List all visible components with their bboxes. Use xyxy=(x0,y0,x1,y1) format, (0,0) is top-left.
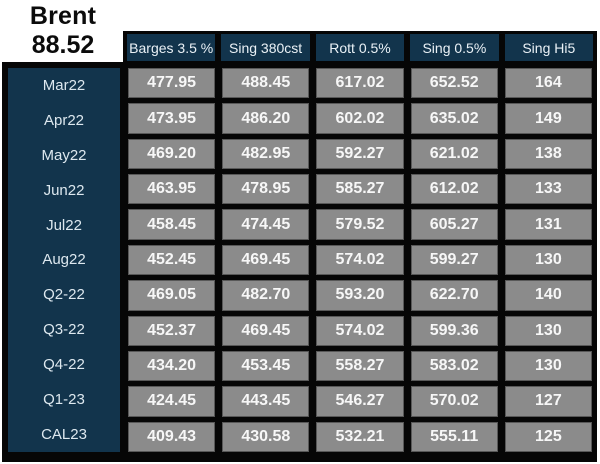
price-cell: 430.58 xyxy=(222,421,310,452)
column-header: Sing 0.5% xyxy=(410,34,499,61)
price-cell: 133 xyxy=(504,174,592,205)
data-grid: 477.95 488.45 617.02 652.52 164 473.95 486.20 6… xyxy=(128,68,592,452)
price-cell: 652.52 xyxy=(410,68,498,99)
price-table-body: Mar22 Apr22 May22 Jun22 Jul22 Aug22 Q2-22 Q3-22… xyxy=(2,62,597,462)
price-cell: 579.52 xyxy=(316,209,404,240)
price-cell: 469.45 xyxy=(222,244,310,276)
price-cell: 131 xyxy=(504,209,592,240)
price-cell: 622.70 xyxy=(410,280,498,311)
brent-title: Brent xyxy=(29,2,97,30)
price-cell: 558.27 xyxy=(316,350,404,382)
price-cell: 149 xyxy=(504,103,592,134)
price-cell: 452.45 xyxy=(128,244,216,276)
price-cell: 635.02 xyxy=(410,103,498,134)
price-cell: 617.02 xyxy=(316,68,404,99)
row-label: Q3-22 xyxy=(43,321,85,339)
price-cell: 482.70 xyxy=(222,280,310,311)
price-cell: 424.45 xyxy=(128,386,216,417)
price-cell: 488.45 xyxy=(222,68,310,99)
price-cell: 605.27 xyxy=(410,209,498,240)
price-cell: 453.45 xyxy=(222,350,310,382)
price-cell: 478.95 xyxy=(222,174,310,205)
price-cell: 140 xyxy=(504,280,592,311)
column-header: Sing 380cst xyxy=(221,34,310,61)
price-cell: 555.11 xyxy=(410,421,498,452)
row-label: May22 xyxy=(41,146,87,164)
price-cell: 469.05 xyxy=(128,280,216,311)
row-label: Q1-23 xyxy=(43,391,85,409)
price-cell: 452.37 xyxy=(128,315,216,346)
price-cell: 486.20 xyxy=(222,103,310,134)
price-cell: 583.02 xyxy=(410,350,498,382)
price-cell: 125 xyxy=(504,421,592,452)
row-label: Q2-22 xyxy=(43,286,85,304)
price-cell: 409.43 xyxy=(128,421,216,452)
price-cell: 127 xyxy=(504,386,592,417)
row-label: Q4-22 xyxy=(43,356,85,374)
brent-price: 88.52 xyxy=(31,31,95,59)
price-cell: 612.02 xyxy=(410,174,498,205)
price-cell: 469.20 xyxy=(128,138,216,170)
price-cell: 482.95 xyxy=(222,138,310,170)
column-header: Barges 3.5 % xyxy=(127,34,216,61)
price-cell: 130 xyxy=(504,244,592,276)
price-cell: 138 xyxy=(504,138,592,170)
price-cell: 599.27 xyxy=(410,244,498,276)
row-label: Aug22 xyxy=(42,251,86,269)
price-cell: 164 xyxy=(504,68,592,99)
price-cell: 469.45 xyxy=(222,315,310,346)
price-cell: 443.45 xyxy=(222,386,310,417)
column-header: Rott 0.5% xyxy=(315,34,405,61)
row-label: Apr22 xyxy=(43,111,85,129)
price-cell: 434.20 xyxy=(128,350,216,382)
price-cell: 463.95 xyxy=(128,174,216,205)
price-cell: 585.27 xyxy=(316,174,404,205)
price-cell: 130 xyxy=(504,350,592,382)
column-header: Sing Hi5 xyxy=(504,34,593,61)
price-cell: 592.27 xyxy=(316,138,404,170)
column-header-row: Barges 3.5 % Sing 380cst Rott 0.5% Sing 0.5… xyxy=(123,31,597,64)
row-label: Jul22 xyxy=(46,216,82,234)
price-cell: 458.45 xyxy=(128,209,216,240)
price-cell: 602.02 xyxy=(316,103,404,134)
row-label: CAL23 xyxy=(41,426,87,444)
row-label-column: Mar22 Apr22 May22 Jun22 Jul22 Aug22 Q2-22 Q3-22… xyxy=(8,68,120,452)
price-cell: 477.95 xyxy=(128,68,216,99)
price-cell: 473.95 xyxy=(128,103,216,134)
brent-quote-block: Brent 88.52 xyxy=(0,0,126,62)
row-label: Mar22 xyxy=(42,76,86,94)
price-cell: 593.20 xyxy=(316,280,404,311)
price-cell: 599.36 xyxy=(410,315,498,346)
row-label: Jun22 xyxy=(43,181,85,199)
price-cell: 532.21 xyxy=(316,421,404,452)
price-cell: 574.02 xyxy=(316,315,404,346)
price-cell: 474.45 xyxy=(222,209,310,240)
price-cell: 570.02 xyxy=(410,386,498,417)
price-cell: 546.27 xyxy=(316,386,404,417)
price-cell: 621.02 xyxy=(410,138,498,170)
price-cell: 574.02 xyxy=(316,244,404,276)
price-cell: 130 xyxy=(504,315,592,346)
